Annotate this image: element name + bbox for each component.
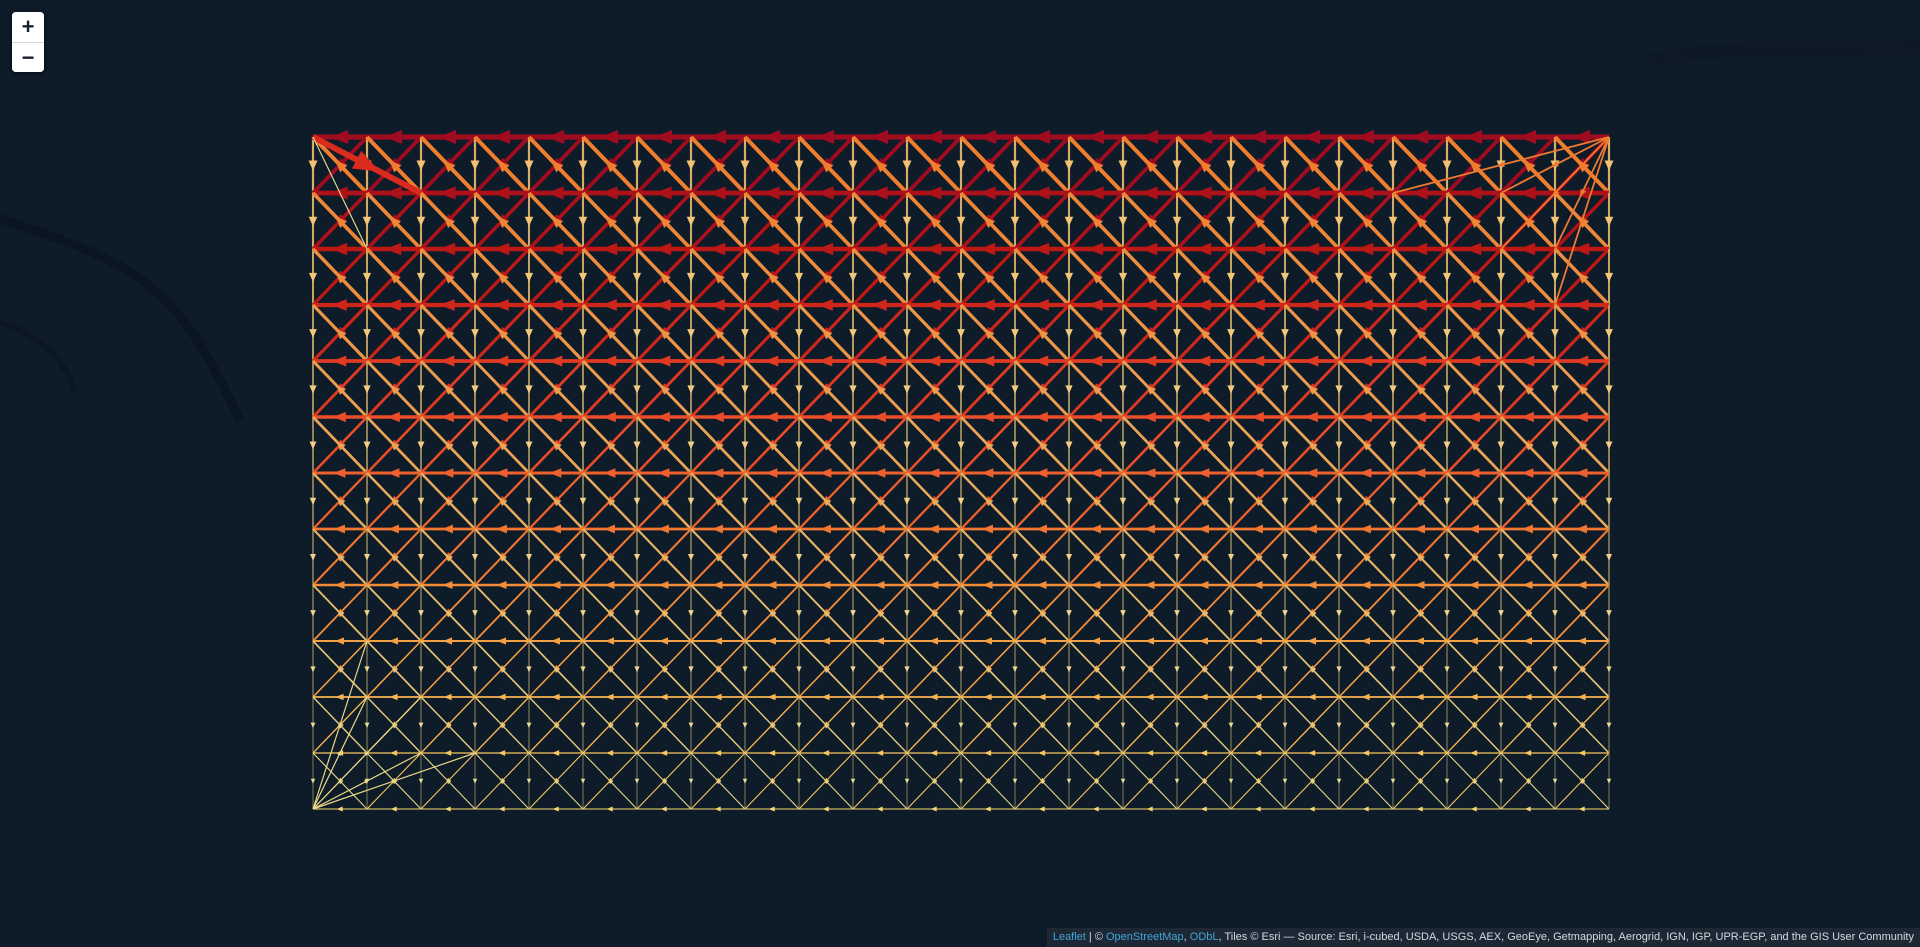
attribution-link[interactable]: ODbL: [1189, 931, 1219, 943]
zoom-out-button[interactable]: −: [12, 42, 44, 72]
zoom-in-button[interactable]: +: [12, 12, 44, 42]
attribution-text: ,: [1183, 931, 1190, 943]
attribution-text: | ©: [1085, 931, 1106, 943]
attribution-text: , Tiles © Esri — Source: Esri, i-cubed, …: [1218, 931, 1914, 943]
attribution-link[interactable]: OpenStreetMap: [1106, 931, 1184, 943]
attribution-bar: Leaflet | © OpenStreetMap, ODbL, Tiles ©…: [1046, 928, 1920, 947]
zoom-control: + −: [12, 12, 44, 72]
attribution-link[interactable]: Leaflet: [1052, 931, 1086, 943]
